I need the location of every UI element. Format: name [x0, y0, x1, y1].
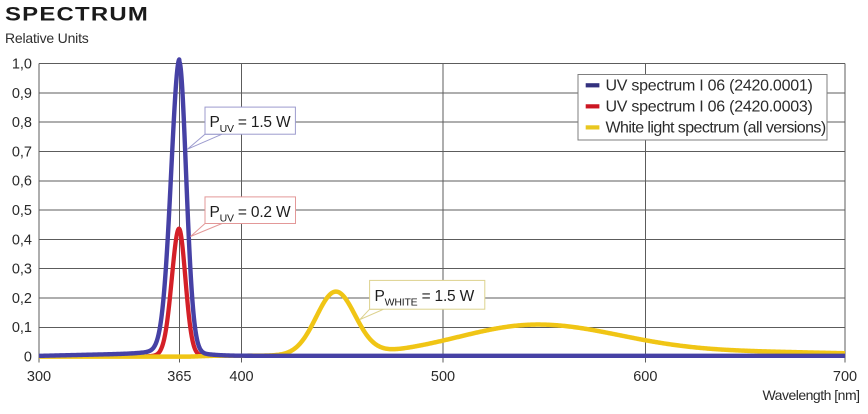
svg-text:0,8: 0,8 [12, 115, 32, 131]
svg-text:1,0: 1,0 [12, 57, 32, 73]
svg-text:0,2: 0,2 [12, 291, 32, 307]
svg-text:UV spectrum I 06 (2420.0001): UV spectrum I 06 (2420.0001) [606, 78, 813, 95]
svg-text:0: 0 [24, 350, 32, 366]
svg-text:UV spectrum I 06 (2420.0003): UV spectrum I 06 (2420.0003) [606, 99, 813, 116]
svg-text:600: 600 [633, 369, 657, 385]
svg-text:300: 300 [27, 369, 51, 385]
svg-text:0,1: 0,1 [12, 320, 32, 336]
svg-text:0,3: 0,3 [12, 262, 32, 278]
svg-text:700: 700 [833, 369, 857, 385]
svg-text:0,4: 0,4 [12, 232, 32, 248]
svg-text:500: 500 [431, 369, 455, 385]
svg-text:0,6: 0,6 [12, 174, 32, 190]
svg-text:White light spectrum (all vers: White light spectrum (all versions) [606, 120, 826, 137]
svg-text:0,7: 0,7 [12, 144, 32, 160]
svg-text:Wavelength [nm]: Wavelength [nm] [762, 387, 859, 403]
svg-text:Relative Units: Relative Units [5, 30, 89, 46]
svg-text:365: 365 [167, 369, 191, 385]
svg-text:0,9: 0,9 [12, 86, 32, 102]
svg-text:0,5: 0,5 [12, 203, 32, 219]
svg-text:SPECTRUM: SPECTRUM [5, 4, 149, 26]
svg-text:400: 400 [229, 369, 253, 385]
